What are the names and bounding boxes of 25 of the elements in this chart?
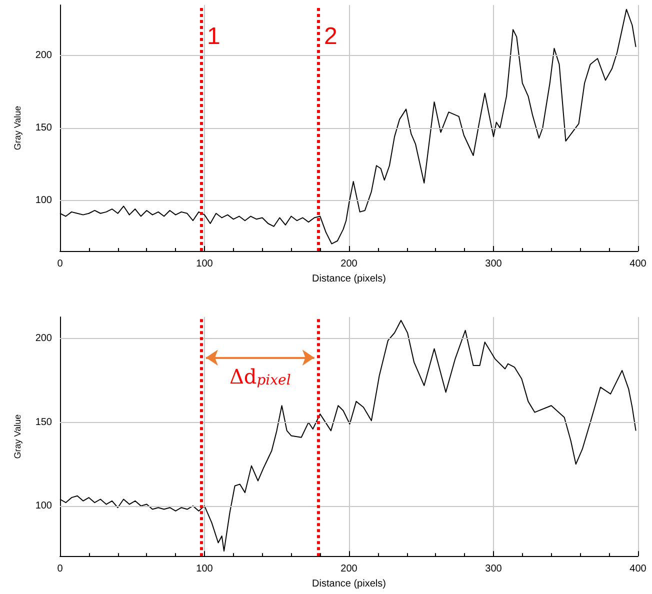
annotation: Δdpixel xyxy=(229,364,291,389)
x-tick-label: 300 xyxy=(485,258,502,270)
x-tick-label: 200 xyxy=(340,258,358,270)
x-tick-label: 200 xyxy=(340,564,358,575)
line-series xyxy=(60,320,636,552)
x-tick-label: 400 xyxy=(630,258,647,270)
y-axis-title: Gray Value xyxy=(12,414,22,459)
y-tick-label: 200 xyxy=(35,333,52,344)
annotation: 1 xyxy=(206,22,220,50)
x-tick-label: 100 xyxy=(196,258,214,270)
x-axis-title: Distance (pixels) xyxy=(312,578,386,590)
line-series xyxy=(60,8,636,244)
y-axis-title: Gray Value xyxy=(12,106,22,150)
y-tick-label: 150 xyxy=(35,122,52,134)
x-tick-label: 100 xyxy=(196,564,214,575)
y-tick-label: 200 xyxy=(35,50,52,62)
x-tick-label: 0 xyxy=(57,564,64,575)
y-tick-label: 100 xyxy=(35,194,52,206)
y-tick-label: 100 xyxy=(35,500,52,512)
x-tick-label: 0 xyxy=(57,258,64,270)
annotation: 2 xyxy=(324,22,338,50)
y-tick-label: 150 xyxy=(35,416,52,428)
x-tick-label: 400 xyxy=(630,564,647,575)
x-tick-label: 300 xyxy=(485,564,502,575)
x-axis-title: Distance (pixels) xyxy=(312,273,386,284)
